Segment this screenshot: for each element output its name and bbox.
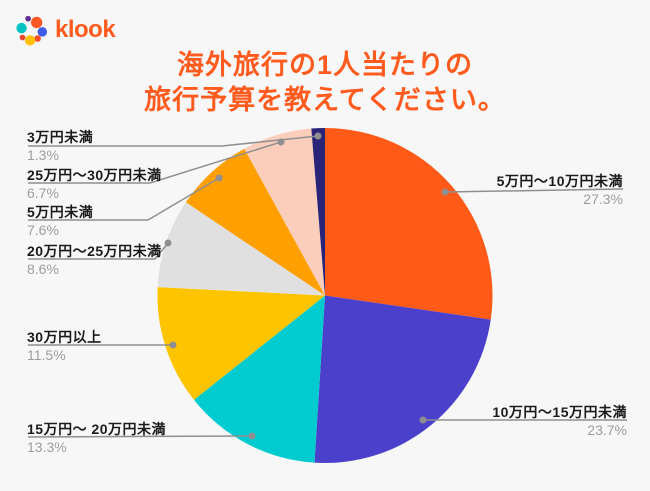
pie-slice-5 [185,148,325,296]
leader-line-under-3man [28,135,319,147]
slice-label-25-30man: 25万円〜30万円未満 6.7% [27,168,162,201]
pie-slice-3 [157,287,325,400]
leader-dot [169,341,177,349]
leader-line-under-5man [28,177,220,221]
chart-title-line1: 海外旅行の1人当たりの [176,50,474,80]
leader-line-25-30man [28,141,282,184]
klook-logo-text: klook [55,16,116,43]
slice-label-pct: 7.6% [27,222,59,238]
slice-label-text: 10万円〜15万円未満 [492,404,627,420]
slice-label-5man-miman: 5万円未満 7.6% [27,205,93,238]
leader-dot [248,432,256,440]
pie-slice-2 [193,295,325,463]
klook-logo: klook [14,13,116,47]
slice-label-pct: 27.3% [583,191,623,207]
leader-line-5-10man [444,188,624,193]
chart-title-line2: 旅行予算を教えてください。 [144,85,506,115]
slice-label-text: 30万円以上 [27,329,102,345]
slice-label-pct: 1.3% [27,147,59,163]
leader-dot [215,174,223,182]
slice-label-pct: 23.7% [587,422,627,438]
slice-label-pct: 13.3% [27,439,67,455]
pie-slice-6 [244,128,325,296]
slice-label-text: 15万円〜 20万円未満 [27,421,167,437]
leader-dot [441,188,449,196]
slice-label-20-25man: 20万円〜25万円未満 8.6% [27,244,162,277]
pie-slice-0 [325,128,493,320]
slice-label-30man-ijo: 30万円以上 11.5% [27,330,102,363]
leader-dot [164,239,172,247]
slice-label-text: 3万円未満 [27,129,94,145]
slice-label-10-15man: 10万円〜15万円未満 23.7% [492,405,627,438]
pie-slice-1 [314,295,491,464]
leader-dot [419,416,427,424]
slice-label-text: 5万円未満 [27,204,94,220]
pie-slice-4 [157,202,325,296]
leader-line-20-25man [28,242,169,260]
leader-line-15-20man [27,435,253,438]
klook-logo-icon [16,15,48,46]
slice-label-5-10man: 5万円〜10万円未満 27.3% [497,174,623,207]
slice-label-pct: 8.6% [27,261,59,277]
slice-label-text: 5万円〜10万円未満 [496,173,623,189]
leader-dot [277,138,285,146]
slice-label-3man-miman: 3万円未満 1.3% [27,130,93,163]
slice-label-text: 20万円〜25万円未満 [27,243,162,259]
slice-label-pct: 6.7% [27,185,59,201]
slice-label-pct: 11.5% [27,347,66,363]
pie-slice-7 [311,128,325,296]
leader-dot [314,132,322,140]
chart-title: 海外旅行の1人当たりの 旅行予算を教えてください。 [0,48,650,118]
slice-label-15-20man: 15万円〜 20万円未満 13.3% [27,422,166,455]
slice-label-text: 25万円〜30万円未満 [27,167,162,183]
